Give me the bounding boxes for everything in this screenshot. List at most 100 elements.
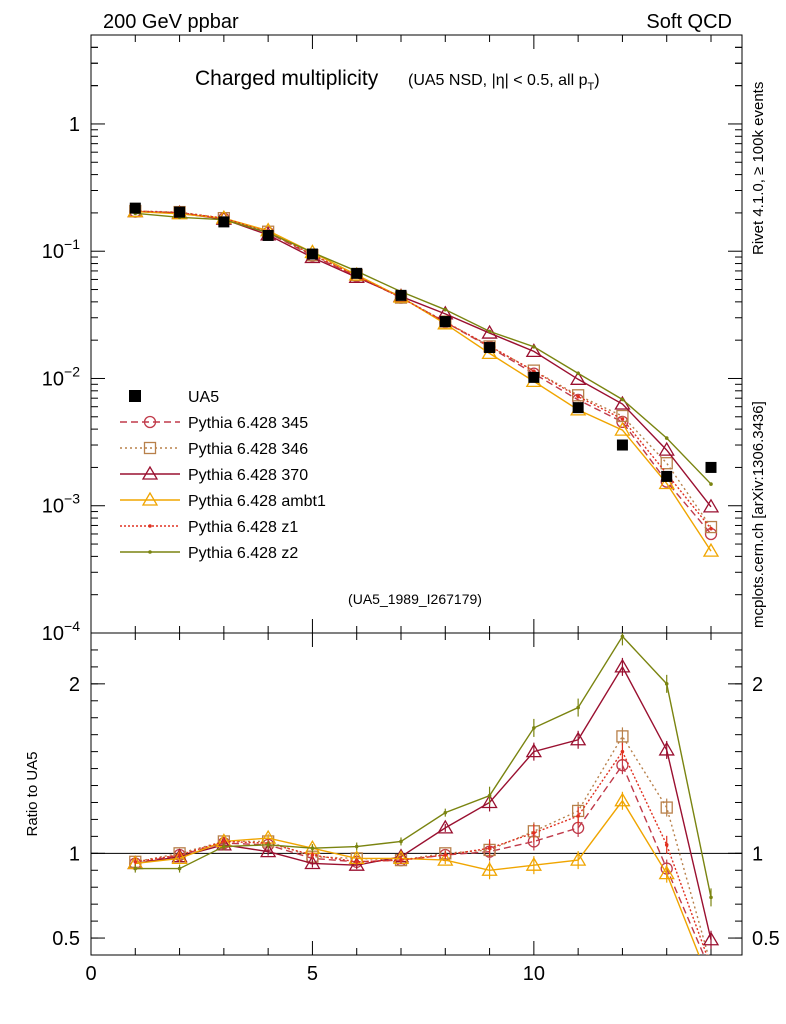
- series-point-triangle: [702, 542, 720, 557]
- y-tick-label: 10−1: [42, 236, 80, 263]
- series-line-main: [135, 212, 712, 485]
- y-tick-base: 10: [42, 368, 64, 390]
- ratio-frame: [90, 632, 743, 956]
- data-point: [129, 202, 141, 214]
- x-tick-label: 0: [85, 963, 96, 985]
- y-tick-exponent: −2: [64, 363, 80, 379]
- series-point-dot: [709, 526, 713, 531]
- series-point-triangle: [304, 855, 321, 870]
- data-point: [395, 289, 407, 301]
- series-point-circle: [143, 415, 157, 429]
- series-point-circle: [706, 966, 717, 977]
- y-tick-base: 10: [42, 241, 64, 263]
- data-point: [572, 402, 584, 414]
- series-point-dot: [709, 895, 713, 900]
- series-line-ratio: [135, 763, 705, 955]
- series-point-dot: [148, 550, 152, 554]
- series-point-triangle: [570, 371, 587, 385]
- data-point: [174, 206, 186, 218]
- side-text-bottom: mcplots.cern.ch [arXiv:1306.3436]: [750, 401, 767, 628]
- series-point-triangle: [614, 792, 631, 807]
- series-point-dot: [620, 634, 625, 639]
- series-point-triangle: [171, 850, 188, 865]
- ratio-y-axis-label: Ratio to UA5: [24, 751, 41, 836]
- header-right: Soft QCD: [646, 11, 732, 33]
- series-point-dot: [310, 853, 315, 857]
- ratio-y-tick-label: 1: [69, 843, 80, 865]
- data-point: [528, 371, 540, 383]
- ratio-plot-area: [127, 633, 720, 977]
- series-point-triangle: [614, 658, 631, 673]
- series-point-triangle: [702, 931, 720, 946]
- x-tick-label: 5: [307, 963, 318, 985]
- series-point-triangle: [658, 865, 675, 880]
- series-point-square: [706, 960, 717, 971]
- series-point-dot: [443, 810, 448, 815]
- series-point-dot: [266, 843, 270, 847]
- data-point: [616, 439, 628, 451]
- series-point-triangle: [570, 851, 587, 866]
- ratio-y-tick-label-right: 1: [752, 843, 763, 865]
- series-point-dot: [664, 436, 669, 440]
- series-line-main: [135, 210, 712, 530]
- series-point-triangle: [570, 731, 587, 746]
- series-point-dot: [620, 417, 625, 421]
- series-point-dot: [709, 965, 713, 969]
- legend-label: Pythia 6.428 370: [188, 467, 308, 484]
- y-tick-label: 10−4: [42, 618, 80, 645]
- y-tick-exponent: −3: [64, 491, 80, 507]
- series-point-dot: [620, 749, 625, 754]
- series-point-dot: [576, 371, 580, 376]
- data-point: [661, 470, 673, 482]
- y-tick-label: 1: [69, 114, 80, 136]
- series-point-triangle: [141, 465, 159, 480]
- series-point-dot: [177, 866, 182, 871]
- series-point-dot: [576, 814, 580, 818]
- series-point-square: [616, 730, 629, 743]
- legend-label: Pythia 6.428 346: [188, 441, 308, 458]
- data-point: [705, 461, 717, 473]
- subtitle-subtitle_main: (UA5 NSD, |η| < 0.5, all p: [408, 72, 588, 89]
- y-tick-exponent: −4: [64, 618, 80, 634]
- y-tick-base: 10: [42, 496, 64, 518]
- series-point-dot: [532, 831, 536, 835]
- series-point-triangle: [141, 491, 159, 506]
- series-point-triangle: [525, 743, 542, 758]
- y-tick-label: 10−2: [42, 363, 80, 390]
- y-tick-base: 1: [69, 114, 80, 136]
- series-point-dot: [620, 397, 625, 402]
- series-point-triangle: [348, 856, 365, 871]
- series-point-triangle: [481, 794, 498, 809]
- series-point-square: [571, 389, 585, 402]
- series-line-ratio: [135, 799, 700, 955]
- series-point-dot: [443, 307, 448, 312]
- series-point-triangle: [437, 819, 454, 834]
- series-point-triangle: [702, 498, 720, 513]
- header-left: 200 GeV ppbar: [103, 11, 239, 33]
- series-point-dot: [487, 329, 492, 334]
- series-line-ratio: [135, 635, 712, 898]
- series-point-dot: [222, 844, 226, 849]
- series-point-triangle: [525, 343, 542, 358]
- series-point-square: [143, 441, 157, 455]
- series-point-triangle: [481, 861, 498, 876]
- series-line-ratio: [135, 750, 708, 955]
- series-point-triangle: [658, 741, 675, 756]
- y-tick-base: 10: [42, 623, 64, 645]
- series-point-square: [704, 520, 718, 534]
- series-point-dot: [399, 839, 403, 844]
- subtitle-subtitle_sub: T: [588, 81, 595, 93]
- ratio-y-tick-label: 0.5: [52, 928, 80, 950]
- series-point-dot: [487, 793, 492, 798]
- series-point-dot: [576, 394, 580, 399]
- legend-label: Pythia 6.428 345: [188, 415, 308, 432]
- data-point: [218, 216, 230, 228]
- series-point-dot: [443, 853, 448, 857]
- y-tick-label: 10−3: [42, 491, 80, 518]
- series-point-dot: [177, 853, 182, 857]
- series-point-dot: [354, 859, 359, 864]
- series-point-dot: [576, 705, 580, 710]
- analysis-id: (UA5_1989_I267179): [348, 591, 482, 607]
- chart-title: Charged multiplicity: [195, 67, 379, 90]
